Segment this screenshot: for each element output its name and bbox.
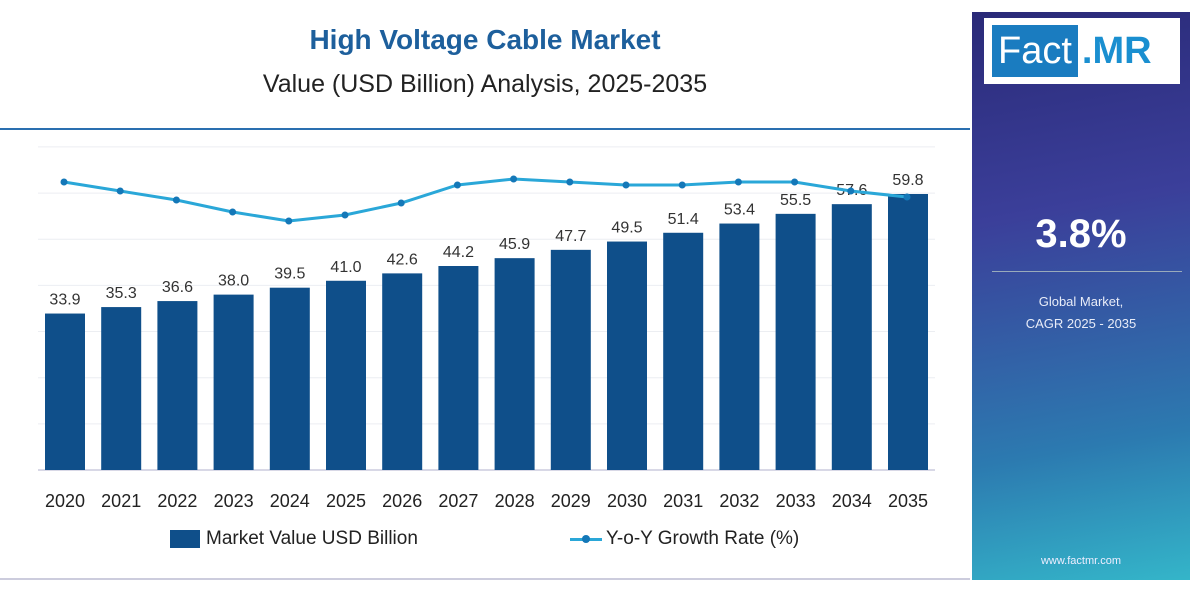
legend-item-growth-rate: Y-o-Y Growth Rate (%) (570, 528, 799, 550)
growth-rate-point (566, 178, 574, 186)
bar-value-label: 51.4 (668, 211, 699, 228)
growth-rate-point (341, 211, 349, 219)
growth-rate-point (453, 181, 461, 189)
bar (831, 204, 872, 470)
x-tick-label: 2032 (719, 491, 759, 511)
legend-label: Market Value USD Billion (206, 528, 418, 549)
x-tick-label: 2022 (157, 491, 197, 511)
bar-value-label: 35.3 (106, 285, 137, 302)
bar (269, 287, 310, 470)
bar-value-label: 59.8 (892, 172, 923, 189)
bar-value-label: 47.7 (555, 228, 586, 245)
legend-line-swatch (570, 534, 602, 543)
growth-rate-point (116, 187, 124, 195)
x-tick-label: 2035 (888, 491, 928, 511)
bar (101, 307, 142, 470)
chart-frame (0, 130, 970, 580)
bar (326, 280, 366, 470)
growth-rate-point (229, 208, 237, 216)
growth-rate-point (172, 196, 180, 204)
bar (494, 258, 535, 470)
growth-rate-point (510, 175, 518, 183)
bar-value-label: 53.4 (724, 202, 755, 219)
bar (213, 294, 254, 470)
growth-rate-point (622, 181, 630, 189)
x-tick-label: 2031 (663, 491, 703, 511)
x-tick-label: 2023 (214, 491, 254, 511)
bar-value-label: 44.2 (443, 244, 474, 261)
cagr-label: Global Market, CAGR 2025 - 2035 (1025, 294, 1137, 331)
cagr-value: 3.8% (1035, 212, 1127, 256)
x-tick-label: 2033 (776, 491, 816, 511)
side-panel: Fact .MR 3.8% Global Market, CAGR 2025 -… (972, 12, 1190, 580)
growth-rate-point (791, 178, 799, 186)
legend-label: Y-o-Y Growth Rate (%) (606, 528, 800, 549)
factmr-logo: Fact .MR (984, 18, 1180, 84)
legend-item-market-value: Market Value USD Billion (170, 528, 418, 550)
growth-rate-point (903, 193, 911, 201)
growth-rate-point (60, 178, 68, 186)
panel-divider (992, 271, 1182, 272)
bar (382, 273, 423, 470)
bar (157, 301, 198, 470)
bar (45, 313, 85, 470)
growth-rate-point (734, 178, 742, 186)
x-tick-label: 2034 (832, 491, 872, 511)
legend-bar-swatch (170, 530, 200, 548)
growth-rate-point (397, 199, 405, 207)
bar-value-label: 42.6 (387, 251, 418, 268)
website-url: www.factmr.com (1040, 555, 1122, 567)
bar-value-label: 41.0 (330, 259, 361, 276)
bar (719, 223, 760, 470)
bar-value-label: 55.5 (780, 192, 811, 209)
x-tick-label: 2028 (495, 491, 535, 511)
bar-value-label: 36.6 (162, 279, 193, 296)
x-tick-label: 2024 (270, 491, 310, 511)
bar-line-chart: 33.9 2020 35.3 2021 36.6 2022 38.0 2023 39.5 2024… (38, 146, 935, 511)
bar (550, 249, 591, 470)
x-tick-label: 2029 (551, 491, 591, 511)
chart-title: High Voltage Cable Market (309, 24, 661, 55)
chart-subtitle: Value (USD Billion) Analysis, 2025-2035 (262, 70, 708, 98)
growth-rate-line (63, 177, 908, 223)
bar-value-label: 49.5 (611, 220, 642, 237)
growth-rate-point (847, 187, 855, 195)
x-tick-label: 2030 (607, 491, 647, 511)
bar-value-label: 38.0 (218, 273, 249, 290)
bar-value-label: 33.9 (49, 292, 80, 309)
growth-rate-point (678, 181, 686, 189)
bar (775, 213, 816, 470)
x-tick-label: 2025 (326, 491, 366, 511)
x-tick-label: 2026 (382, 491, 422, 511)
bar (663, 232, 704, 470)
header-divider (0, 128, 970, 130)
x-tick-label: 2020 (45, 491, 85, 511)
bar (438, 266, 479, 470)
x-tick-label: 2027 (438, 491, 478, 511)
bar (888, 194, 928, 470)
bar-value-label: 45.9 (499, 236, 530, 253)
bar-value-label: 39.5 (274, 266, 305, 283)
x-tick-label: 2021 (101, 491, 141, 511)
growth-rate-point (285, 217, 293, 225)
bar (607, 241, 647, 470)
